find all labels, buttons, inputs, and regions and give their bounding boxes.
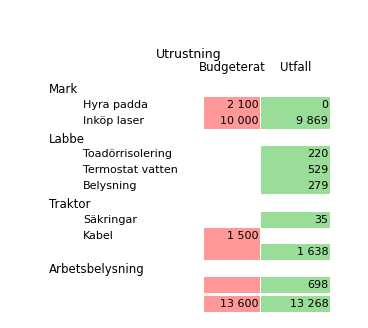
Text: Labbe: Labbe bbox=[49, 133, 85, 146]
Bar bbox=[261, 113, 330, 129]
Text: 0: 0 bbox=[321, 100, 328, 110]
Text: 10 000: 10 000 bbox=[220, 116, 258, 126]
Bar bbox=[204, 244, 260, 259]
Bar bbox=[261, 146, 330, 162]
Text: 529: 529 bbox=[307, 165, 328, 175]
Text: Utrustning: Utrustning bbox=[156, 48, 222, 61]
Text: Inköp laser: Inköp laser bbox=[83, 116, 144, 126]
Bar bbox=[261, 277, 330, 293]
Bar bbox=[261, 97, 330, 113]
Text: 35: 35 bbox=[314, 215, 328, 225]
Text: Utfall: Utfall bbox=[280, 61, 311, 74]
Text: Belysning: Belysning bbox=[83, 181, 138, 191]
Text: 2 100: 2 100 bbox=[227, 100, 258, 110]
Text: Hyra padda: Hyra padda bbox=[83, 100, 148, 110]
Text: Säkringar: Säkringar bbox=[83, 215, 137, 225]
Text: Mark: Mark bbox=[49, 83, 78, 96]
Text: 279: 279 bbox=[307, 181, 328, 191]
Text: 698: 698 bbox=[307, 280, 328, 290]
Text: Toadörrisolering: Toadörrisolering bbox=[83, 149, 172, 159]
Text: 220: 220 bbox=[307, 149, 328, 159]
Bar bbox=[261, 296, 330, 312]
Text: 13 600: 13 600 bbox=[220, 299, 258, 309]
Bar bbox=[261, 212, 330, 228]
Bar bbox=[204, 296, 260, 312]
Bar bbox=[204, 277, 260, 293]
Bar bbox=[261, 162, 330, 178]
Bar bbox=[204, 228, 260, 244]
Text: Kabel: Kabel bbox=[83, 231, 114, 241]
Text: Budgeterat: Budgeterat bbox=[199, 61, 266, 74]
Text: 1 500: 1 500 bbox=[227, 231, 258, 241]
Text: 9 869: 9 869 bbox=[297, 116, 328, 126]
Text: 13 268: 13 268 bbox=[290, 299, 328, 309]
Text: 1 638: 1 638 bbox=[297, 247, 328, 256]
Bar bbox=[261, 178, 330, 194]
Text: Arbetsbelysning: Arbetsbelysning bbox=[49, 263, 145, 277]
Bar bbox=[204, 113, 260, 129]
Bar bbox=[261, 244, 330, 259]
Bar bbox=[204, 97, 260, 113]
Text: Termostat vatten: Termostat vatten bbox=[83, 165, 178, 175]
Text: Traktor: Traktor bbox=[49, 198, 91, 211]
